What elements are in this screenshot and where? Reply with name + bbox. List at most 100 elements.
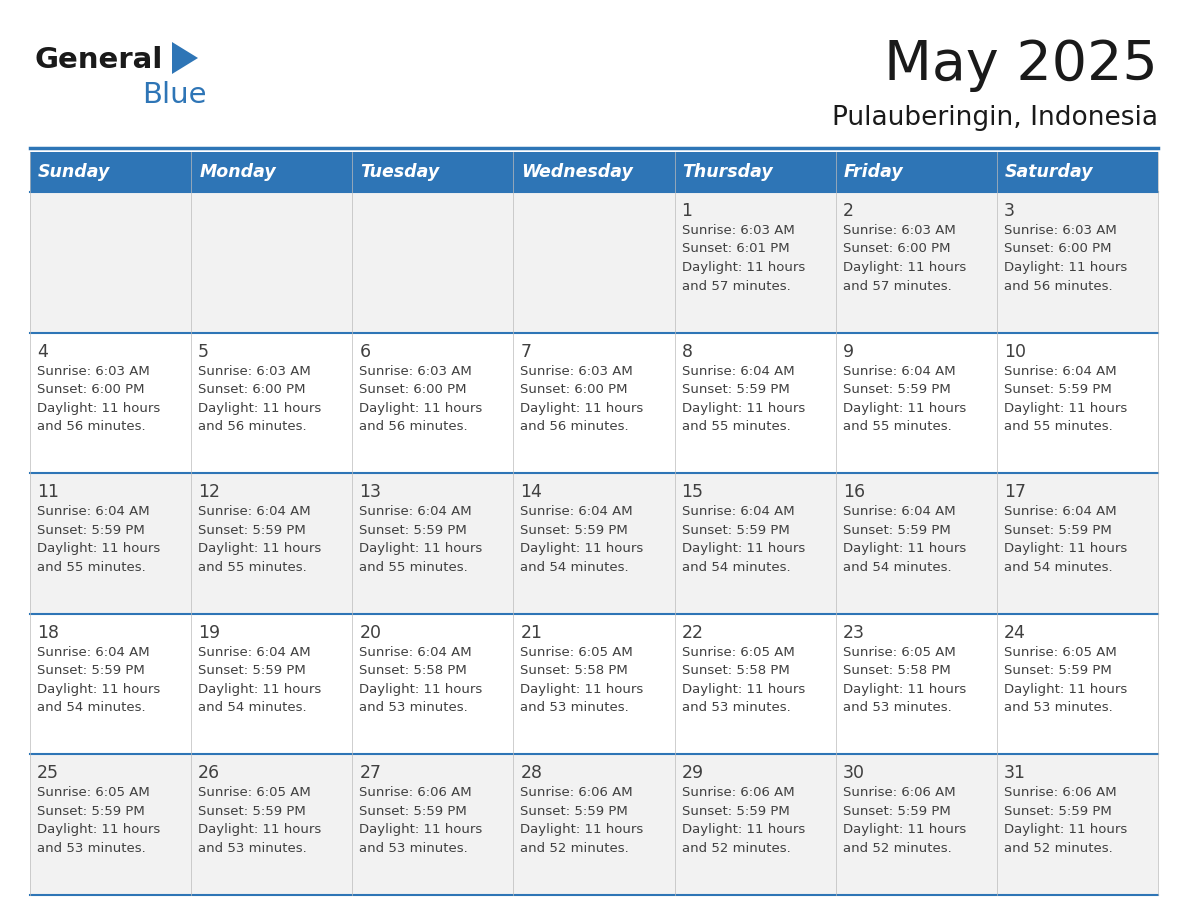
- Text: 20: 20: [359, 624, 381, 642]
- Text: Sunrise: 6:04 AM: Sunrise: 6:04 AM: [682, 364, 795, 377]
- Text: Sunrise: 6:04 AM: Sunrise: 6:04 AM: [359, 505, 472, 518]
- Text: Sunset: 5:59 PM: Sunset: 5:59 PM: [520, 523, 628, 537]
- Text: Daylight: 11 hours: Daylight: 11 hours: [1004, 823, 1127, 836]
- Text: 17: 17: [1004, 483, 1026, 501]
- Text: Sunrise: 6:04 AM: Sunrise: 6:04 AM: [842, 364, 955, 377]
- Text: Sunset: 5:59 PM: Sunset: 5:59 PM: [1004, 523, 1112, 537]
- Text: and 53 minutes.: and 53 minutes.: [37, 842, 146, 855]
- Text: Sunrise: 6:05 AM: Sunrise: 6:05 AM: [37, 787, 150, 800]
- Text: Daylight: 11 hours: Daylight: 11 hours: [1004, 401, 1127, 415]
- Text: Sunrise: 6:04 AM: Sunrise: 6:04 AM: [359, 645, 472, 659]
- Text: Sunset: 5:59 PM: Sunset: 5:59 PM: [198, 805, 305, 818]
- Text: Sunset: 5:59 PM: Sunset: 5:59 PM: [682, 805, 789, 818]
- Bar: [30, 755, 191, 895]
- Text: Sunrise: 6:04 AM: Sunrise: 6:04 AM: [198, 505, 311, 518]
- Text: Thursday: Thursday: [683, 163, 773, 181]
- Text: Sunset: 6:00 PM: Sunset: 6:00 PM: [520, 383, 628, 396]
- Text: 27: 27: [359, 765, 381, 782]
- Text: 23: 23: [842, 624, 865, 642]
- Text: and 56 minutes.: and 56 minutes.: [359, 420, 468, 433]
- Text: and 52 minutes.: and 52 minutes.: [1004, 842, 1113, 855]
- Text: Sunday: Sunday: [38, 163, 110, 181]
- Text: Daylight: 11 hours: Daylight: 11 hours: [359, 683, 482, 696]
- Bar: [513, 614, 675, 755]
- Bar: [191, 332, 353, 473]
- Text: 22: 22: [682, 624, 703, 642]
- Text: Blue: Blue: [143, 81, 207, 109]
- Text: Daylight: 11 hours: Daylight: 11 hours: [359, 401, 482, 415]
- Text: 25: 25: [37, 765, 59, 782]
- Bar: [513, 332, 675, 473]
- Text: Sunrise: 6:04 AM: Sunrise: 6:04 AM: [520, 505, 633, 518]
- Text: 2: 2: [842, 202, 854, 220]
- Bar: [997, 192, 1158, 332]
- Text: Sunrise: 6:05 AM: Sunrise: 6:05 AM: [198, 787, 311, 800]
- Text: Sunset: 5:59 PM: Sunset: 5:59 PM: [682, 523, 789, 537]
- Text: and 56 minutes.: and 56 minutes.: [520, 420, 630, 433]
- Text: and 52 minutes.: and 52 minutes.: [520, 842, 630, 855]
- Text: 9: 9: [842, 342, 854, 361]
- Text: Daylight: 11 hours: Daylight: 11 hours: [842, 683, 966, 696]
- Text: and 53 minutes.: and 53 minutes.: [682, 701, 790, 714]
- Text: 7: 7: [520, 342, 531, 361]
- Text: Sunrise: 6:05 AM: Sunrise: 6:05 AM: [520, 645, 633, 659]
- Text: Daylight: 11 hours: Daylight: 11 hours: [37, 543, 160, 555]
- Bar: [353, 152, 513, 192]
- Text: 15: 15: [682, 483, 703, 501]
- Bar: [675, 192, 835, 332]
- Text: Sunrise: 6:04 AM: Sunrise: 6:04 AM: [682, 505, 795, 518]
- Bar: [191, 755, 353, 895]
- Text: and 54 minutes.: and 54 minutes.: [198, 701, 307, 714]
- Text: 29: 29: [682, 765, 703, 782]
- Text: Sunrise: 6:04 AM: Sunrise: 6:04 AM: [198, 645, 311, 659]
- Text: Daylight: 11 hours: Daylight: 11 hours: [359, 543, 482, 555]
- Text: Daylight: 11 hours: Daylight: 11 hours: [37, 823, 160, 836]
- Text: Daylight: 11 hours: Daylight: 11 hours: [682, 683, 804, 696]
- Text: Sunrise: 6:04 AM: Sunrise: 6:04 AM: [1004, 364, 1117, 377]
- Text: Sunset: 5:59 PM: Sunset: 5:59 PM: [520, 805, 628, 818]
- Text: Sunrise: 6:04 AM: Sunrise: 6:04 AM: [1004, 505, 1117, 518]
- Bar: [513, 755, 675, 895]
- Bar: [353, 332, 513, 473]
- Text: Pulauberingin, Indonesia: Pulauberingin, Indonesia: [832, 105, 1158, 131]
- Text: and 52 minutes.: and 52 minutes.: [842, 842, 952, 855]
- Bar: [353, 755, 513, 895]
- Bar: [513, 473, 675, 614]
- Text: Sunrise: 6:05 AM: Sunrise: 6:05 AM: [682, 645, 795, 659]
- Text: 30: 30: [842, 765, 865, 782]
- Text: Sunrise: 6:06 AM: Sunrise: 6:06 AM: [682, 787, 795, 800]
- Text: Friday: Friday: [843, 163, 903, 181]
- Text: Daylight: 11 hours: Daylight: 11 hours: [198, 401, 322, 415]
- Bar: [675, 473, 835, 614]
- Text: Sunset: 5:59 PM: Sunset: 5:59 PM: [37, 523, 145, 537]
- Text: 12: 12: [198, 483, 220, 501]
- Text: Daylight: 11 hours: Daylight: 11 hours: [359, 823, 482, 836]
- Text: 5: 5: [198, 342, 209, 361]
- Text: Sunset: 5:58 PM: Sunset: 5:58 PM: [682, 665, 789, 677]
- Text: Sunset: 6:00 PM: Sunset: 6:00 PM: [1004, 242, 1111, 255]
- Text: Sunrise: 6:06 AM: Sunrise: 6:06 AM: [520, 787, 633, 800]
- Text: Sunset: 5:59 PM: Sunset: 5:59 PM: [359, 523, 467, 537]
- Text: 11: 11: [37, 483, 59, 501]
- Text: Daylight: 11 hours: Daylight: 11 hours: [842, 261, 966, 274]
- Text: Daylight: 11 hours: Daylight: 11 hours: [682, 823, 804, 836]
- Text: Saturday: Saturday: [1005, 163, 1093, 181]
- Text: and 56 minutes.: and 56 minutes.: [1004, 279, 1112, 293]
- Bar: [835, 152, 997, 192]
- Bar: [997, 152, 1158, 192]
- Text: Daylight: 11 hours: Daylight: 11 hours: [682, 543, 804, 555]
- Text: Sunrise: 6:03 AM: Sunrise: 6:03 AM: [198, 364, 311, 377]
- Bar: [675, 755, 835, 895]
- Text: Sunrise: 6:06 AM: Sunrise: 6:06 AM: [1004, 787, 1117, 800]
- Bar: [191, 614, 353, 755]
- Text: 14: 14: [520, 483, 542, 501]
- Text: Sunset: 5:59 PM: Sunset: 5:59 PM: [37, 665, 145, 677]
- Text: Sunrise: 6:03 AM: Sunrise: 6:03 AM: [1004, 224, 1117, 237]
- Text: Sunset: 5:59 PM: Sunset: 5:59 PM: [198, 523, 305, 537]
- Text: 26: 26: [198, 765, 220, 782]
- Text: 16: 16: [842, 483, 865, 501]
- Bar: [30, 473, 191, 614]
- Text: and 53 minutes.: and 53 minutes.: [520, 701, 630, 714]
- Bar: [30, 192, 191, 332]
- Text: 6: 6: [359, 342, 371, 361]
